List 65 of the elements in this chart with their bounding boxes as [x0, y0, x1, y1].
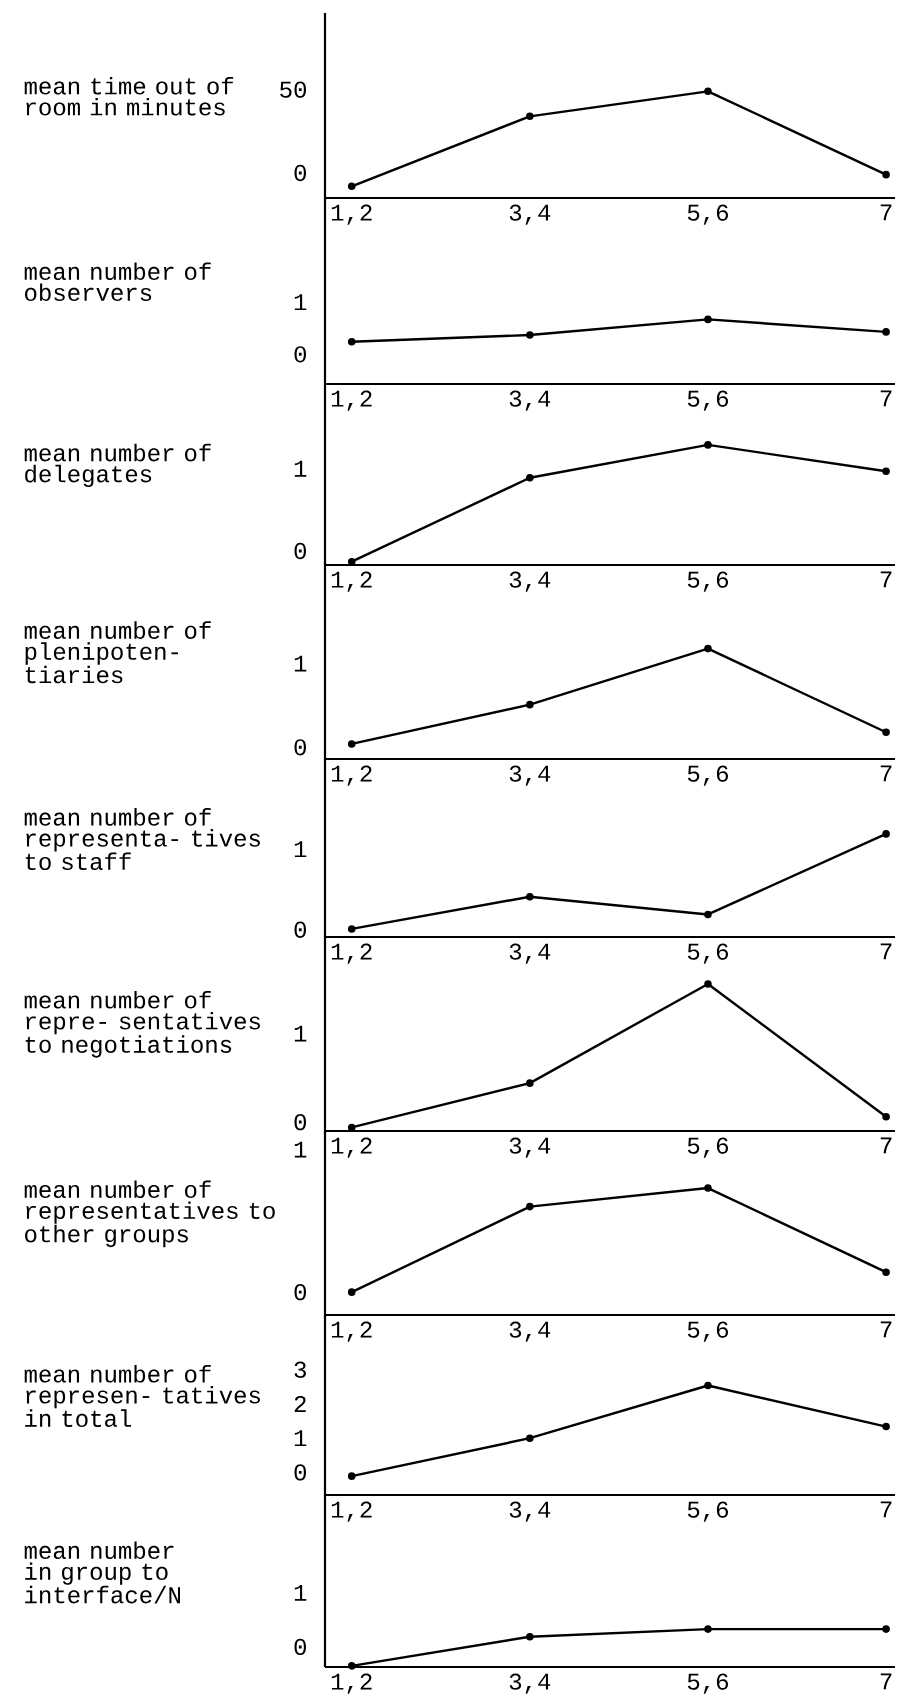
x-tick-label: 5,6 [687, 765, 728, 786]
x-tick-label: 3,4 [509, 204, 551, 225]
y-tick-label: 1 [294, 1430, 307, 1447]
x-tick-label: 7 [880, 390, 892, 407]
y-axis-title: mean number of representatives to other groups [24, 1180, 275, 1248]
y-tick-label: 0 [294, 1114, 306, 1131]
x-tick-label: 3,4 [509, 943, 551, 964]
y-axis-title: mean number of delegates [24, 443, 211, 488]
x-tick-label: 7 [880, 1501, 892, 1518]
x-tick-label: 7 [880, 943, 892, 960]
y-tick-label: 0 [294, 542, 306, 560]
x-tick-label: 3,4 [509, 390, 551, 411]
y-tick-label: 1 [294, 655, 307, 672]
x-tick-label: 1,2 [331, 1137, 372, 1158]
y-tick-label: 0 [294, 1284, 306, 1301]
x-tick-label: 1,2 [331, 943, 372, 964]
x-tick-label: 7 [880, 204, 892, 221]
y-axis-title: mean number of observers [24, 262, 211, 301]
x-tick-label: 3,4 [509, 571, 551, 592]
y-tick-label: 1 [294, 1025, 307, 1042]
y-tick-label: 0 [294, 739, 306, 756]
x-tick-label: 7 [880, 571, 892, 588]
y-axis-title: mean number of repre- sentatives to negotiations [24, 990, 260, 1058]
y-tick-label: 1 [294, 1584, 307, 1601]
y-tick-label: 1 [294, 460, 307, 477]
y-axis-title: mean number in group to interface/N [24, 1541, 181, 1604]
x-tick-label: 1,2 [331, 1501, 372, 1522]
x-tick-label: 5,6 [687, 571, 728, 592]
x-tick-label: 5,6 [687, 1137, 728, 1158]
y-tick-label: 50 [280, 81, 306, 98]
x-tick-label: 1,2 [331, 1673, 372, 1694]
y-tick-label: 3 [294, 1361, 306, 1378]
x-tick-label: 3,4 [509, 1321, 551, 1342]
x-tick-label: 7 [880, 1321, 892, 1338]
y-tick-label: 1 [294, 841, 307, 858]
x-tick-label: 7 [880, 765, 892, 782]
x-tick-label: 7 [880, 1673, 892, 1690]
x-tick-label: 5,6 [687, 1321, 728, 1342]
x-tick-label: 3,4 [509, 765, 551, 786]
y-tick-label: 1 [294, 1141, 307, 1158]
x-tick-label: 3,4 [509, 1137, 551, 1158]
y-axis-title: mean number of representa- tives to staff [24, 808, 260, 871]
y-axis-title: mean number of represen- tatives in total [24, 1364, 260, 1427]
x-tick-label: 5,6 [687, 390, 728, 411]
x-tick-label: 3,4 [509, 1673, 551, 1694]
y-tick-label: 0 [294, 921, 306, 938]
x-tick-label: 5,6 [687, 1501, 728, 1522]
y-axis-title: mean time out of room in minutes [24, 76, 234, 116]
x-tick-label: 3,4 [509, 1501, 551, 1522]
x-tick-label: 5,6 [687, 943, 728, 964]
y-tick-label: 0 [294, 164, 306, 182]
x-tick-label: 5,6 [687, 1673, 728, 1694]
x-tick-label: 5,6 [687, 204, 728, 225]
y-tick-label: 1 [294, 294, 307, 311]
y-tick-label: 0 [294, 1464, 306, 1481]
y-axis-title: mean number of plenipoten- tiaries [24, 621, 211, 684]
x-tick-label: 1,2 [331, 765, 372, 786]
y-tick-label: 2 [294, 1395, 306, 1412]
y-tick-label: 0 [294, 1638, 306, 1656]
x-tick-label: 1,2 [331, 204, 372, 225]
x-tick-label: 7 [880, 1137, 892, 1154]
x-tick-label: 1,2 [331, 571, 372, 592]
x-tick-label: 1,2 [331, 1321, 372, 1342]
y-tick-label: 0 [294, 346, 306, 363]
x-tick-label: 1,2 [331, 390, 372, 411]
